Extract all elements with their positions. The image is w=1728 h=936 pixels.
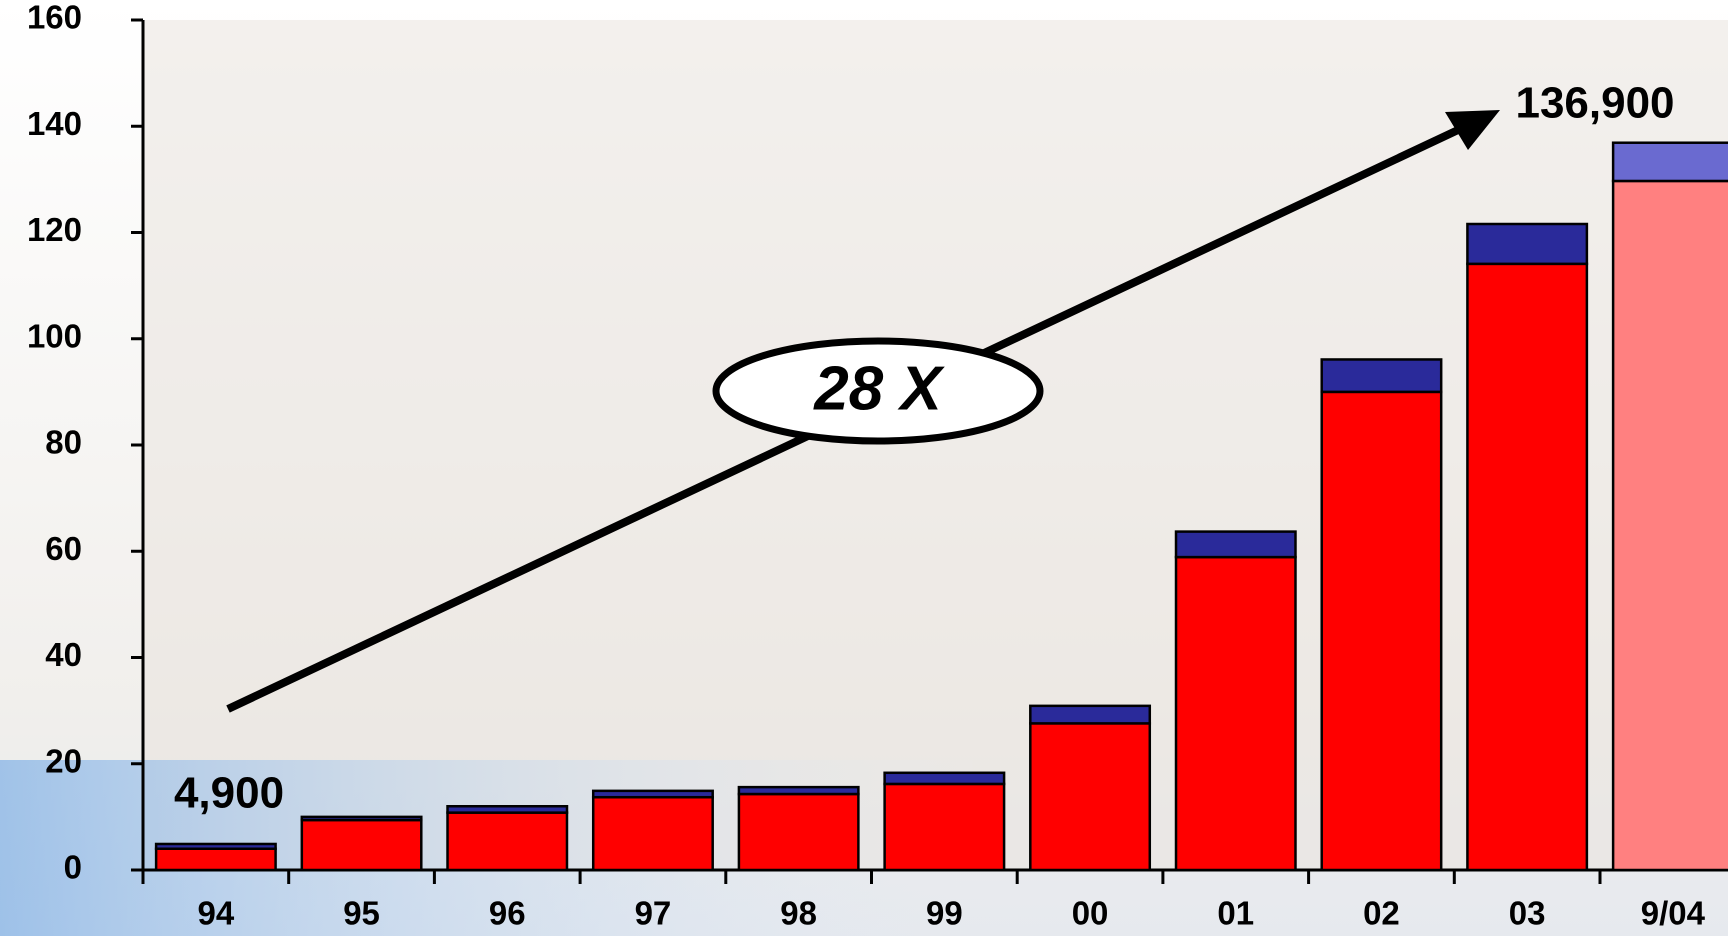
bar-segment [300,818,423,872]
bar-segment [446,805,569,814]
x-tick-label: 00 [1072,895,1109,932]
plot: 0 20 40 60 80 100 120 140 160 94 95 96 97 98 99 00 01 02 0… [27,0,1728,932]
y-tick-label: 100 [27,317,82,354]
growth-label: 28 X [813,354,945,423]
bar-segment [883,771,1006,786]
bar-segment [1320,390,1443,872]
bar-segment [1029,704,1152,725]
bar-segment [591,795,714,872]
y-tick-label: 120 [27,211,82,248]
bar-segment [300,815,423,822]
x-tick-label: 02 [1363,895,1400,932]
arrow-head [1445,110,1500,150]
x-tick-label: 98 [780,895,817,932]
bar-segment [883,782,1006,872]
photo-backdrop [143,20,1728,870]
bar-segment [591,789,714,799]
y-tick-label: 60 [45,530,82,567]
bar-segment [1466,222,1589,266]
y-tick-label: 160 [27,0,82,36]
x-tick-label: 96 [489,895,526,932]
x-tick-label: 9/04 [1641,895,1706,932]
y-tick-label: 20 [45,742,82,779]
bar-segment [1466,262,1589,872]
bar-segment [1029,722,1152,872]
bar-segment [737,792,860,872]
bar-segment [1174,530,1297,559]
y-tick-label: 0 [64,849,82,886]
start-label: 4,900 [174,769,284,818]
bar-segment [1611,141,1728,183]
bar-segment [446,811,569,872]
x-tick-label: 99 [926,895,963,932]
x-tick-label: 03 [1509,895,1546,932]
bar-segment [1174,555,1297,872]
bar-segment [737,785,860,796]
x-tick-label: 97 [635,895,672,932]
bar-segment [154,847,277,872]
bar-segment [1611,179,1728,872]
x-tick-label: 01 [1217,895,1254,932]
growth-ellipse [712,337,1044,445]
bar-segment [154,842,277,850]
y-tick-label: 140 [27,105,82,142]
y-tick-label: 80 [45,424,82,461]
y-tick-label: 40 [45,636,82,673]
x-tick-label: 95 [343,895,380,932]
bar-segment [1320,358,1443,394]
end-label: 136,900 [1515,79,1674,128]
x-tick-label: 94 [197,895,234,932]
